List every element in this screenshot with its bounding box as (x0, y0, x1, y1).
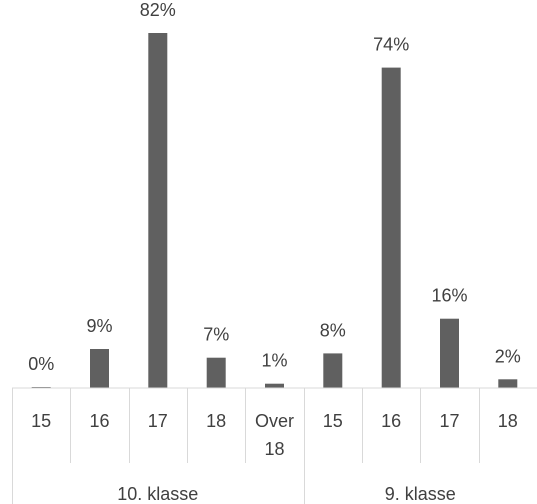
group-label: 9. klasse (385, 484, 456, 504)
data-label: 2% (495, 346, 521, 366)
category-label: 15 (323, 411, 343, 431)
category-label: 17 (148, 411, 168, 431)
category-label: 15 (31, 411, 51, 431)
bar (381, 67, 401, 388)
bar (323, 353, 343, 388)
bar (206, 357, 226, 388)
category-axis (12, 387, 537, 504)
category-label: 16 (381, 411, 401, 431)
data-label: 0% (28, 354, 54, 374)
bar (498, 379, 518, 388)
category-label: Over 18 (255, 411, 294, 459)
bar (148, 33, 168, 388)
category-label: 16 (89, 411, 109, 431)
bar (265, 383, 284, 388)
data-label: 9% (86, 316, 112, 336)
bar (440, 318, 459, 388)
data-label: 82% (140, 0, 176, 20)
category-label: 18 (206, 411, 226, 431)
data-label: 1% (261, 351, 287, 371)
data-label: 74% (373, 35, 409, 55)
value-labels-layer: 0% 9% 82% 7% 1% 8% 74% 16% 2% (28, 0, 521, 374)
category-label: 17 (439, 411, 459, 431)
data-label: 16% (431, 286, 467, 306)
category-labels-layer: 15 16 17 18 Over 18 15 16 17 18 (31, 411, 518, 459)
data-label: 8% (320, 320, 346, 340)
bar (90, 349, 109, 388)
category-label: 18 (498, 411, 518, 431)
bars-layer (31, 33, 518, 388)
group-labels-layer: 10. klasse 9. klasse (117, 484, 456, 504)
group-label: 10. klasse (117, 484, 198, 504)
data-label: 7% (203, 325, 229, 345)
